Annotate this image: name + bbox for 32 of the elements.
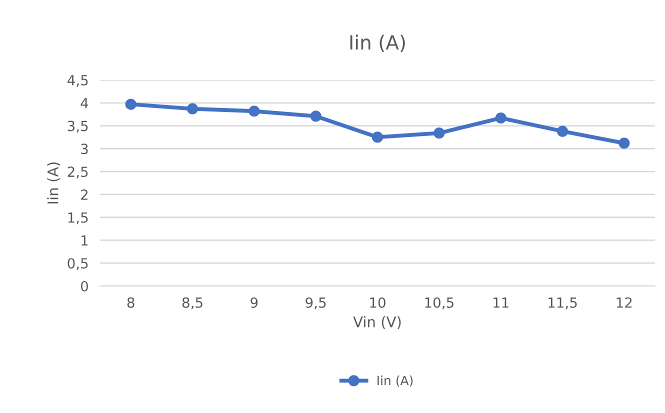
y-tick-label: 4,5 — [67, 75, 88, 87]
x-axis-title: Vin (V) — [353, 316, 401, 330]
point — [556, 126, 568, 137]
point — [372, 132, 384, 143]
y-tick-label: 0 — [80, 280, 88, 292]
x-tick-label: 12 — [616, 297, 632, 308]
y-tick-label: 1 — [82, 235, 88, 246]
y-axis-title: Iin (A) — [47, 162, 60, 204]
legend-label: Iin (A) — [378, 376, 413, 387]
y-tick-label: 4 — [80, 98, 88, 108]
y-tick-label: 3,5 — [68, 120, 88, 133]
x-tick-label: 8,5 — [182, 297, 202, 310]
y-tick-label: 0,5 — [68, 258, 88, 270]
x-tick-label: 8 — [127, 297, 134, 308]
y-tick-label: 2 — [81, 189, 88, 200]
point — [186, 103, 198, 114]
point — [248, 106, 260, 117]
x-tick-label: 11,5 — [548, 298, 577, 310]
point — [495, 112, 506, 124]
chart-title: Iin (A) — [350, 34, 405, 52]
x-tick-label: 10,5 — [425, 297, 454, 310]
x-tick-label: 9 — [250, 297, 258, 308]
y-tick-label: 3 — [81, 144, 88, 154]
y-tick-label: 1,5 — [68, 212, 88, 224]
y-tick-label: 2,5 — [68, 166, 88, 178]
point — [310, 110, 322, 122]
point — [618, 138, 630, 149]
point — [434, 128, 445, 139]
x-tick-label: 10 — [370, 297, 386, 308]
x-tick-label: 9,5 — [306, 297, 326, 310]
x-tick-label: 11 — [494, 298, 508, 308]
point — [125, 98, 136, 110]
